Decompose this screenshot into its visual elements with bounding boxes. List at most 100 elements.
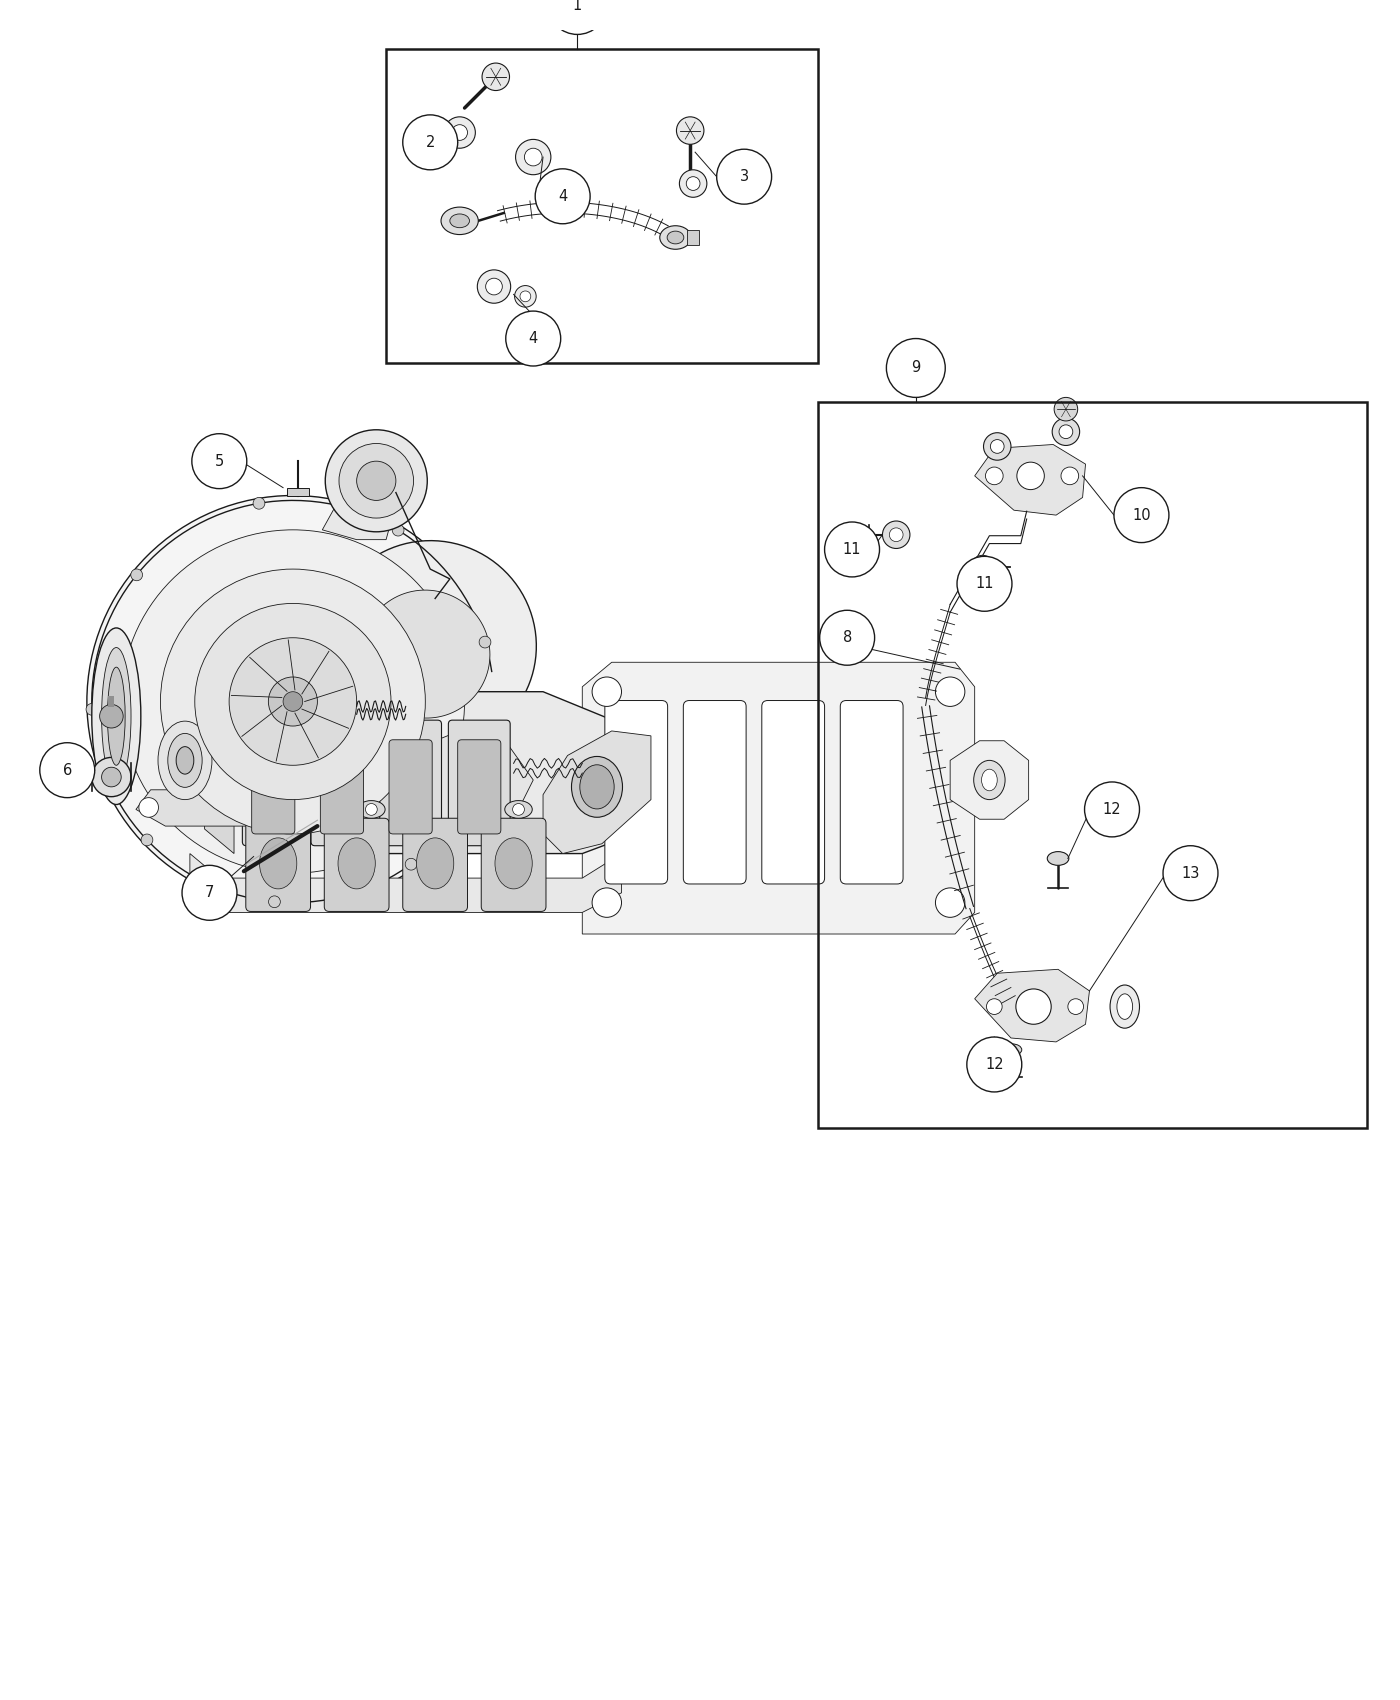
Circle shape — [886, 338, 945, 398]
Circle shape — [365, 804, 377, 816]
Circle shape — [403, 116, 458, 170]
FancyBboxPatch shape — [321, 740, 364, 835]
Circle shape — [325, 430, 427, 532]
Circle shape — [547, 0, 606, 34]
Text: 7: 7 — [204, 886, 214, 901]
Circle shape — [230, 638, 357, 765]
Circle shape — [515, 139, 550, 175]
Circle shape — [515, 286, 536, 308]
Polygon shape — [204, 736, 234, 853]
Polygon shape — [204, 692, 651, 853]
Ellipse shape — [668, 231, 683, 243]
Circle shape — [269, 677, 318, 726]
Text: 11: 11 — [976, 576, 994, 592]
Text: 4: 4 — [529, 332, 538, 347]
Bar — [287, 488, 308, 495]
Polygon shape — [361, 590, 490, 717]
Circle shape — [141, 835, 153, 847]
Bar — [108, 695, 115, 707]
Bar — [687, 230, 699, 245]
Text: 4: 4 — [559, 189, 567, 204]
Circle shape — [339, 444, 413, 518]
Circle shape — [139, 797, 158, 818]
Ellipse shape — [496, 838, 532, 889]
Circle shape — [1016, 989, 1051, 1025]
FancyBboxPatch shape — [605, 700, 668, 884]
Text: 13: 13 — [1182, 865, 1200, 881]
Circle shape — [39, 743, 95, 797]
Circle shape — [253, 498, 265, 510]
Circle shape — [130, 570, 143, 581]
Circle shape — [1114, 488, 1169, 542]
Polygon shape — [582, 663, 974, 933]
Circle shape — [102, 767, 122, 787]
Circle shape — [1085, 782, 1140, 836]
Circle shape — [967, 1037, 1022, 1091]
Polygon shape — [322, 471, 400, 539]
Circle shape — [1053, 418, 1079, 445]
Circle shape — [987, 1000, 1002, 1015]
Ellipse shape — [580, 765, 615, 809]
Circle shape — [519, 291, 531, 303]
Circle shape — [87, 495, 498, 908]
Circle shape — [535, 168, 591, 224]
Text: 6: 6 — [63, 763, 71, 777]
Circle shape — [182, 865, 237, 920]
Ellipse shape — [1110, 984, 1140, 1028]
Text: 10: 10 — [1133, 508, 1151, 522]
Ellipse shape — [102, 648, 132, 785]
FancyBboxPatch shape — [448, 721, 510, 845]
Circle shape — [984, 434, 1011, 461]
FancyBboxPatch shape — [762, 700, 825, 884]
Polygon shape — [951, 741, 1029, 819]
Circle shape — [1061, 468, 1078, 484]
Circle shape — [717, 150, 771, 204]
Circle shape — [592, 677, 622, 707]
Text: 12: 12 — [986, 1057, 1004, 1073]
FancyBboxPatch shape — [458, 740, 501, 835]
Ellipse shape — [259, 838, 297, 889]
Ellipse shape — [108, 666, 125, 765]
Text: 1: 1 — [573, 0, 582, 12]
FancyBboxPatch shape — [683, 700, 746, 884]
Circle shape — [92, 758, 132, 797]
Text: 11: 11 — [843, 542, 861, 558]
Circle shape — [1016, 462, 1044, 490]
Text: 9: 9 — [911, 360, 920, 376]
Circle shape — [592, 887, 622, 918]
FancyBboxPatch shape — [482, 818, 546, 911]
Circle shape — [686, 177, 700, 190]
Ellipse shape — [1117, 994, 1133, 1020]
Text: 8: 8 — [843, 631, 851, 646]
Polygon shape — [328, 541, 536, 748]
Circle shape — [970, 556, 994, 580]
Circle shape — [935, 887, 965, 918]
Polygon shape — [974, 444, 1085, 515]
Ellipse shape — [973, 760, 1005, 799]
Circle shape — [990, 440, 1004, 454]
FancyBboxPatch shape — [379, 721, 441, 845]
FancyBboxPatch shape — [246, 818, 311, 911]
Ellipse shape — [659, 226, 692, 250]
Circle shape — [505, 311, 560, 365]
Circle shape — [986, 468, 1004, 484]
Circle shape — [679, 170, 707, 197]
Circle shape — [819, 610, 875, 665]
FancyBboxPatch shape — [242, 721, 304, 845]
Ellipse shape — [981, 768, 997, 790]
FancyBboxPatch shape — [403, 818, 468, 911]
Circle shape — [1068, 1000, 1084, 1015]
Ellipse shape — [1047, 852, 1068, 865]
Circle shape — [935, 677, 965, 707]
Circle shape — [977, 561, 988, 573]
Ellipse shape — [571, 756, 623, 818]
Circle shape — [889, 529, 903, 542]
Ellipse shape — [168, 733, 202, 787]
Ellipse shape — [176, 746, 193, 774]
Circle shape — [1058, 425, 1072, 439]
Polygon shape — [543, 731, 651, 853]
Ellipse shape — [416, 838, 454, 889]
Circle shape — [958, 556, 1012, 612]
Ellipse shape — [449, 214, 469, 228]
Ellipse shape — [158, 721, 211, 799]
